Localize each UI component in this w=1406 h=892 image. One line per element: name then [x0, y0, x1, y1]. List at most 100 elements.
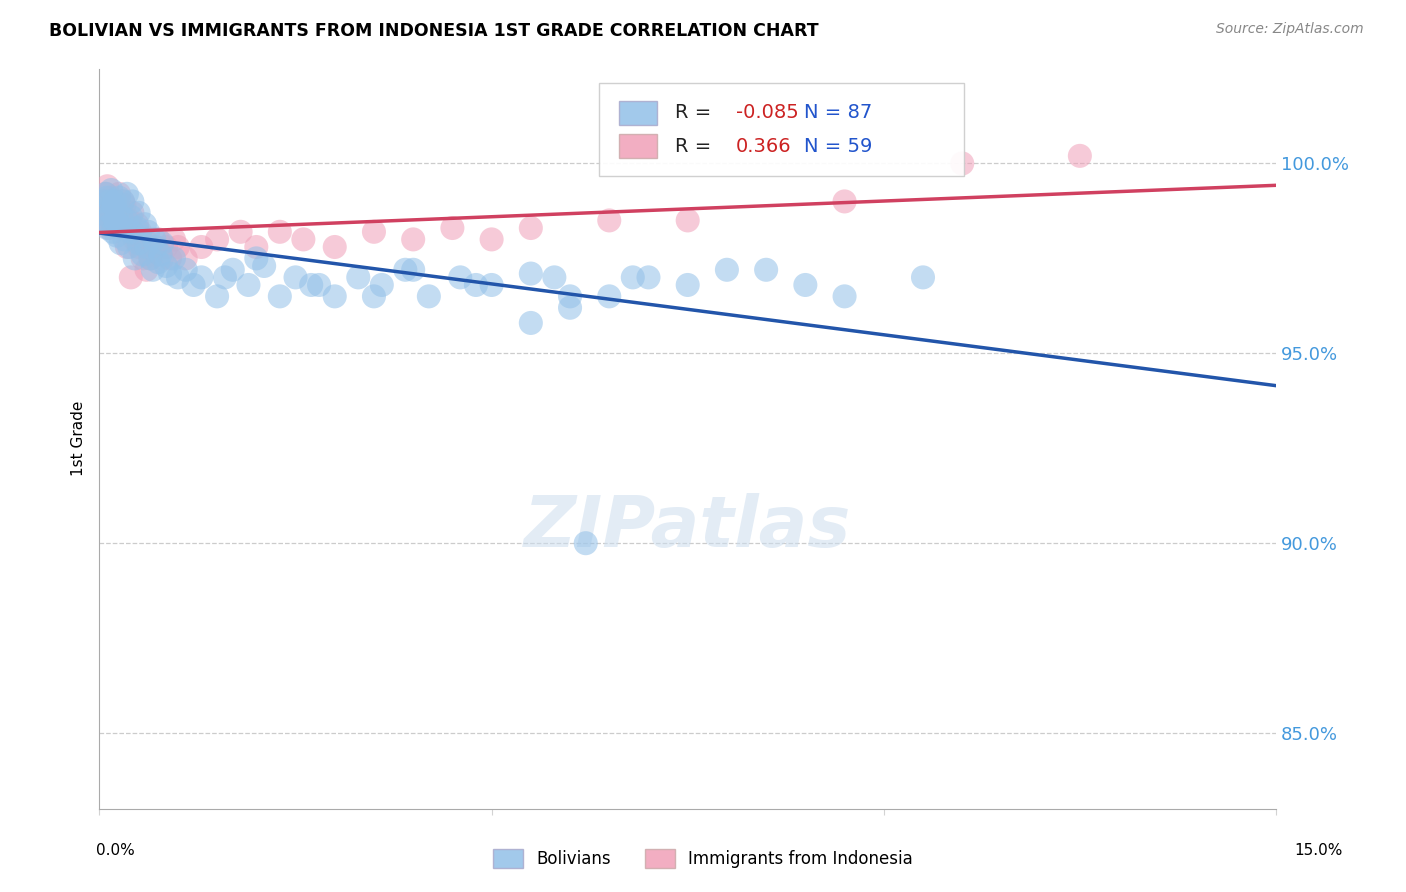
Point [124, 252, 146, 266]
Text: -0.085: -0.085 [735, 103, 799, 122]
Point [115, 213, 138, 227]
Text: R =: R = [675, 136, 717, 156]
Text: Source: ZipAtlas.com: Source: ZipAtlas.com [1216, 22, 1364, 37]
Point [229, 225, 252, 239]
Point [96, 179, 118, 194]
Point [347, 270, 370, 285]
Point [167, 270, 190, 285]
Point [150, 252, 173, 266]
Point [205, 232, 228, 246]
Point [834, 289, 856, 303]
Point [481, 277, 503, 292]
Point [118, 213, 141, 227]
Point [159, 252, 181, 266]
Point [148, 255, 170, 269]
Point [118, 240, 141, 254]
Point [104, 194, 127, 209]
Point [100, 183, 122, 197]
Point [174, 262, 197, 277]
Point [128, 236, 150, 251]
Point [402, 262, 425, 277]
Text: N = 87: N = 87 [804, 103, 872, 122]
Point [129, 225, 152, 239]
Point [135, 262, 157, 277]
Text: 0.0%: 0.0% [96, 843, 135, 858]
Point [394, 262, 416, 277]
Point [104, 213, 127, 227]
Point [110, 210, 132, 224]
Point [253, 259, 276, 273]
Point [121, 206, 143, 220]
Point [558, 301, 581, 315]
Point [402, 232, 425, 246]
Point [167, 240, 190, 254]
Point [121, 194, 143, 209]
Point [155, 240, 177, 254]
Point [323, 289, 346, 303]
Point [575, 536, 598, 550]
Point [105, 206, 128, 220]
Point [418, 289, 440, 303]
Text: ZIPatlas: ZIPatlas [524, 493, 852, 562]
Point [142, 262, 165, 277]
Point [174, 252, 197, 266]
Point [143, 232, 166, 246]
Point [245, 252, 267, 266]
Point [139, 252, 162, 266]
Point [794, 277, 817, 292]
Point [676, 213, 699, 227]
Point [96, 191, 118, 205]
Point [269, 225, 291, 239]
Point [94, 186, 117, 201]
Point [100, 217, 122, 231]
Point [110, 202, 132, 216]
Point [94, 213, 117, 227]
Point [363, 225, 385, 239]
Point [676, 277, 699, 292]
Text: N = 59: N = 59 [804, 136, 873, 156]
Point [363, 289, 385, 303]
Point [101, 198, 124, 212]
Point [97, 221, 120, 235]
Point [115, 186, 138, 201]
Point [150, 236, 173, 251]
Point [111, 194, 134, 209]
Point [131, 247, 153, 261]
Point [245, 240, 267, 254]
Point [111, 213, 134, 227]
Point [96, 206, 118, 220]
Point [520, 316, 543, 330]
Point [129, 228, 152, 243]
Point [100, 213, 122, 227]
Point [107, 206, 129, 220]
Point [292, 232, 315, 246]
Point [464, 277, 486, 292]
Point [128, 240, 150, 254]
Point [135, 240, 157, 254]
Point [190, 270, 212, 285]
Text: 15.0%: 15.0% [1295, 843, 1343, 858]
Point [481, 232, 503, 246]
Point [755, 262, 778, 277]
FancyBboxPatch shape [599, 83, 965, 176]
Point [108, 221, 131, 235]
Point [93, 194, 115, 209]
Point [139, 252, 162, 266]
Point [441, 221, 464, 235]
Point [98, 194, 121, 209]
Point [716, 262, 738, 277]
Point [1069, 149, 1091, 163]
Point [120, 210, 142, 224]
Point [131, 252, 153, 266]
Point [110, 236, 132, 251]
Point [100, 206, 122, 220]
Point [149, 247, 172, 261]
Point [103, 210, 125, 224]
Text: BOLIVIAN VS IMMIGRANTS FROM INDONESIA 1ST GRADE CORRELATION CHART: BOLIVIAN VS IMMIGRANTS FROM INDONESIA 1S… [49, 22, 818, 40]
Point [115, 240, 138, 254]
Point [145, 240, 167, 254]
Point [104, 217, 127, 231]
Point [93, 194, 115, 209]
Point [155, 259, 177, 273]
Point [214, 270, 236, 285]
